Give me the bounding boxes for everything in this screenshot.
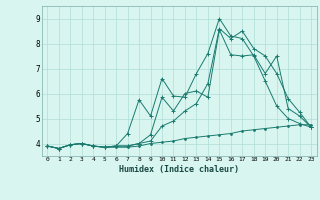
X-axis label: Humidex (Indice chaleur): Humidex (Indice chaleur) bbox=[119, 165, 239, 174]
